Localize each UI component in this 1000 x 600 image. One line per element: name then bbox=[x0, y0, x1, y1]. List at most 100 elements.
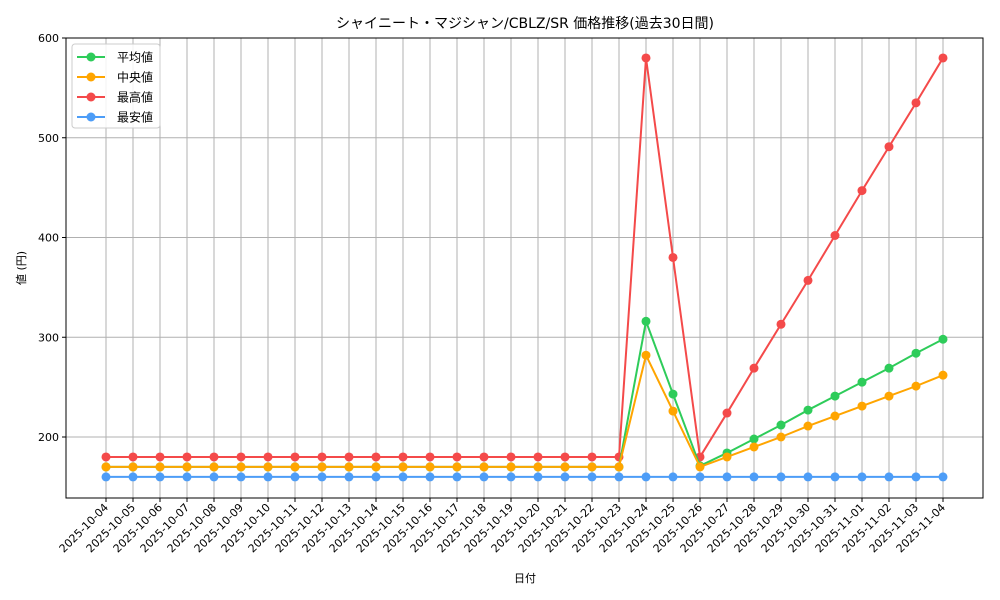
data-point-marker bbox=[344, 452, 354, 462]
data-point-marker bbox=[668, 252, 678, 262]
data-point-marker bbox=[641, 472, 651, 482]
data-point-marker bbox=[209, 462, 219, 472]
data-point-marker bbox=[398, 452, 408, 462]
data-point-marker bbox=[398, 472, 408, 482]
data-point-marker bbox=[155, 472, 165, 482]
data-point-marker bbox=[101, 472, 111, 482]
plot-area-frame bbox=[65, 37, 984, 499]
y-axis-title: 値 (円) bbox=[15, 251, 28, 285]
data-point-marker bbox=[830, 391, 840, 401]
data-point-marker bbox=[155, 452, 165, 462]
data-point-marker bbox=[911, 381, 921, 391]
data-point-marker bbox=[803, 472, 813, 482]
data-point-marker bbox=[749, 472, 759, 482]
data-point-marker bbox=[128, 472, 138, 482]
data-point-marker bbox=[614, 472, 624, 482]
data-point-marker bbox=[884, 142, 894, 152]
data-point-marker bbox=[533, 452, 543, 462]
series-1 bbox=[101, 350, 948, 472]
data-point-marker bbox=[317, 472, 327, 482]
y-tick-label: 200 bbox=[38, 431, 59, 444]
data-point-marker bbox=[317, 452, 327, 462]
data-point-marker bbox=[263, 462, 273, 472]
y-axis: 200 300 400 500 600 bbox=[38, 32, 66, 444]
data-point-marker bbox=[938, 370, 948, 380]
legend-marker-icon bbox=[86, 92, 96, 102]
data-point-marker bbox=[560, 472, 570, 482]
data-point-marker bbox=[290, 452, 300, 462]
data-point-marker bbox=[533, 472, 543, 482]
data-point-marker bbox=[803, 421, 813, 431]
data-point-marker bbox=[749, 434, 759, 444]
data-point-marker bbox=[857, 472, 867, 482]
legend-label: 中央値 bbox=[117, 70, 153, 85]
data-point-marker bbox=[830, 411, 840, 421]
data-point-marker bbox=[209, 452, 219, 462]
legend-marker-icon bbox=[86, 52, 96, 62]
data-point-marker bbox=[479, 472, 489, 482]
data-point-marker bbox=[452, 472, 462, 482]
data-point-marker bbox=[155, 462, 165, 472]
data-point-marker bbox=[506, 462, 516, 472]
data-point-marker bbox=[668, 472, 678, 482]
data-point-marker bbox=[452, 452, 462, 462]
data-point-marker bbox=[371, 462, 381, 472]
data-point-marker bbox=[668, 389, 678, 399]
legend-label: 平均値 bbox=[117, 50, 153, 65]
data-point-marker bbox=[317, 462, 327, 472]
data-point-marker bbox=[938, 334, 948, 344]
data-point-marker bbox=[641, 316, 651, 326]
data-point-marker bbox=[101, 452, 111, 462]
data-point-marker bbox=[398, 462, 408, 472]
legend-item: 平均値 bbox=[77, 50, 153, 65]
data-point-marker bbox=[263, 452, 273, 462]
data-point-marker bbox=[344, 462, 354, 472]
series-lines bbox=[101, 53, 948, 482]
series-2 bbox=[101, 53, 948, 462]
chart-title: シャイニート・マジシャン/CBLZ/SR 価格推移(過去30日間) bbox=[336, 16, 714, 32]
series-line bbox=[106, 317, 944, 468]
data-point-marker bbox=[560, 452, 570, 462]
data-point-marker bbox=[776, 432, 786, 442]
legend-item: 中央値 bbox=[77, 70, 153, 85]
data-point-marker bbox=[560, 462, 570, 472]
data-point-marker bbox=[641, 350, 651, 360]
data-point-marker bbox=[776, 420, 786, 430]
series-0 bbox=[101, 316, 948, 472]
data-point-marker bbox=[236, 462, 246, 472]
y-tick-label: 500 bbox=[38, 132, 59, 145]
data-point-marker bbox=[749, 442, 759, 452]
data-point-marker bbox=[695, 462, 705, 472]
data-point-marker bbox=[452, 462, 462, 472]
legend-marker-icon bbox=[86, 112, 96, 122]
data-point-marker bbox=[830, 231, 840, 241]
data-point-marker bbox=[128, 462, 138, 472]
data-point-marker bbox=[614, 462, 624, 472]
legend-marker-icon bbox=[86, 72, 96, 82]
data-point-marker bbox=[911, 472, 921, 482]
series-3 bbox=[101, 472, 948, 482]
data-point-marker bbox=[182, 462, 192, 472]
data-point-marker bbox=[236, 452, 246, 462]
x-axis: 2025-10-042025-10-052025-10-062025-10-07… bbox=[57, 498, 948, 555]
data-point-marker bbox=[425, 462, 435, 472]
y-tick-label: 400 bbox=[38, 232, 59, 245]
data-point-marker bbox=[884, 472, 894, 482]
data-point-marker bbox=[695, 472, 705, 482]
data-point-marker bbox=[425, 452, 435, 462]
grid-lines bbox=[66, 37, 983, 498]
data-point-marker bbox=[182, 452, 192, 462]
data-point-marker bbox=[857, 186, 867, 196]
y-tick-label: 300 bbox=[38, 331, 59, 344]
data-point-marker bbox=[425, 472, 435, 482]
data-point-marker bbox=[722, 452, 732, 462]
series-line bbox=[106, 57, 944, 460]
data-point-marker bbox=[776, 319, 786, 329]
y-tick-label: 600 bbox=[38, 32, 59, 45]
data-point-marker bbox=[857, 377, 867, 387]
data-point-marker bbox=[236, 472, 246, 482]
data-point-marker bbox=[857, 401, 867, 411]
data-point-marker bbox=[938, 472, 948, 482]
